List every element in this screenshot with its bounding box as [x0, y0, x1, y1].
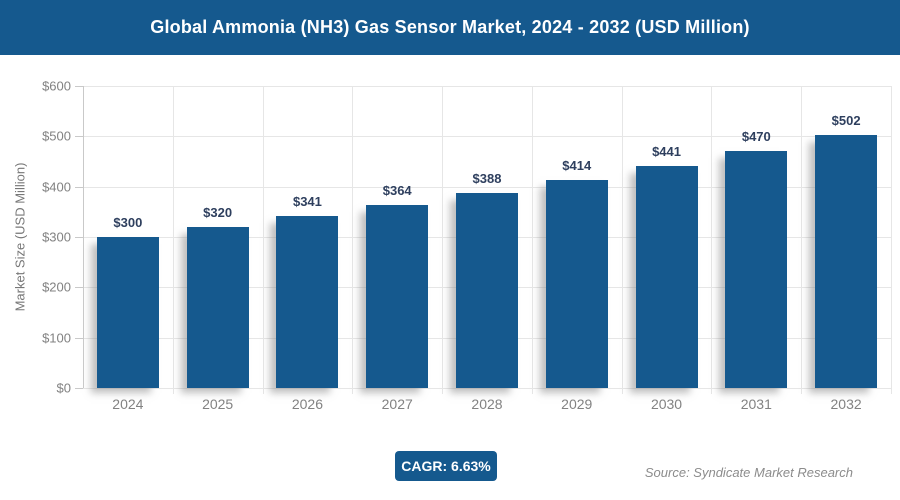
- bar-value-label: $364: [382, 182, 412, 198]
- bar-column-2024: $300 2024: [83, 86, 173, 412]
- x-axis-label-2032: 2032: [830, 396, 862, 412]
- v-gridline: [891, 86, 892, 394]
- y-axis-tick: [75, 337, 83, 339]
- bar-2032: [815, 135, 878, 388]
- v-gridline: [172, 86, 174, 394]
- y-axis-tick: [75, 388, 83, 389]
- y-axis-line: [83, 86, 84, 388]
- chart-title: Global Ammonia (NH3) Gas Sensor Market, …: [150, 17, 750, 37]
- bar-2025: [186, 226, 249, 388]
- h-gridline: [83, 86, 891, 87]
- y-axis-tick: [75, 186, 83, 188]
- bar-2026: [276, 216, 339, 388]
- v-gridline: [711, 86, 713, 394]
- v-gridline: [352, 86, 354, 394]
- bar-2030: [635, 166, 698, 388]
- v-gridline: [442, 86, 444, 394]
- x-axis-label-2031: 2031: [740, 396, 772, 412]
- y-axis-tick: [75, 86, 83, 87]
- bar-value-label: $502: [831, 113, 861, 129]
- v-gridline: [801, 86, 803, 394]
- bar-value-label: $341: [292, 194, 322, 210]
- y-tick-label: $100: [42, 330, 71, 346]
- y-tick-label: $200: [42, 279, 71, 295]
- h-gridline: [83, 186, 891, 188]
- bar-value-label: $300: [113, 215, 143, 230]
- y-tick-label: $400: [42, 179, 71, 195]
- y-tick-label: $500: [42, 128, 71, 144]
- x-axis-label-2028: 2028: [471, 396, 503, 412]
- y-tick-label: $300: [42, 229, 71, 245]
- source-attribution: Source: Syndicate Market Research: [644, 465, 853, 480]
- y-axis-tick: [75, 136, 83, 138]
- bar-column-2028: $388 2028: [442, 86, 532, 412]
- v-gridline: [621, 86, 623, 394]
- bar-value-label: $441: [652, 144, 681, 160]
- bar-value-label: $320: [203, 204, 233, 220]
- x-axis-label-2024: 2024: [112, 396, 144, 412]
- chart-title-bar: Global Ammonia (NH3) Gas Sensor Market, …: [0, 0, 900, 55]
- bar-2027: [366, 204, 429, 388]
- x-axis-label-2027: 2027: [381, 396, 413, 412]
- bar-column-2026: $341 2026: [263, 86, 353, 412]
- cagr-label: CAGR: 6.63%: [401, 458, 491, 474]
- bar-column-2030: $441 2030: [622, 86, 712, 412]
- bar-2024: [96, 237, 159, 388]
- bar-value-label: $470: [741, 129, 771, 145]
- y-tick-label: $0: [56, 380, 71, 396]
- bar-column-2031: $470 2031: [711, 86, 801, 412]
- y-tick-label: $600: [42, 78, 71, 94]
- bar-column-2032: $502 2032: [801, 86, 891, 412]
- bar-2029: [545, 179, 608, 388]
- y-axis-title: Market Size (USD Million): [12, 162, 28, 312]
- y-axis-tick: [75, 287, 83, 289]
- bar-column-2025: $320 2025: [173, 86, 263, 412]
- bar-2028: [455, 192, 518, 388]
- x-axis-label-2026: 2026: [291, 396, 323, 412]
- v-gridline: [262, 86, 264, 394]
- v-gridline: [531, 86, 533, 394]
- x-axis-label-2025: 2025: [202, 396, 234, 412]
- bar-column-2027: $364 2027: [352, 86, 442, 412]
- x-axis-label-2030: 2030: [650, 396, 683, 412]
- bar-value-label: $414: [562, 157, 592, 173]
- h-gridline: [83, 388, 891, 389]
- bar-column-2029: $414 2029: [532, 86, 622, 412]
- x-axis-label-2029: 2029: [561, 396, 593, 412]
- bar-value-label: $388: [472, 170, 502, 186]
- bar-2031: [725, 151, 788, 388]
- h-gridline: [83, 136, 891, 138]
- plot-area: $0 $100 $200 $300 $400 $500 $600 $300 2024 $320 20…: [42, 79, 892, 412]
- y-axis-tick: [75, 237, 83, 238]
- cagr-badge: CAGR: 6.63%: [395, 451, 497, 481]
